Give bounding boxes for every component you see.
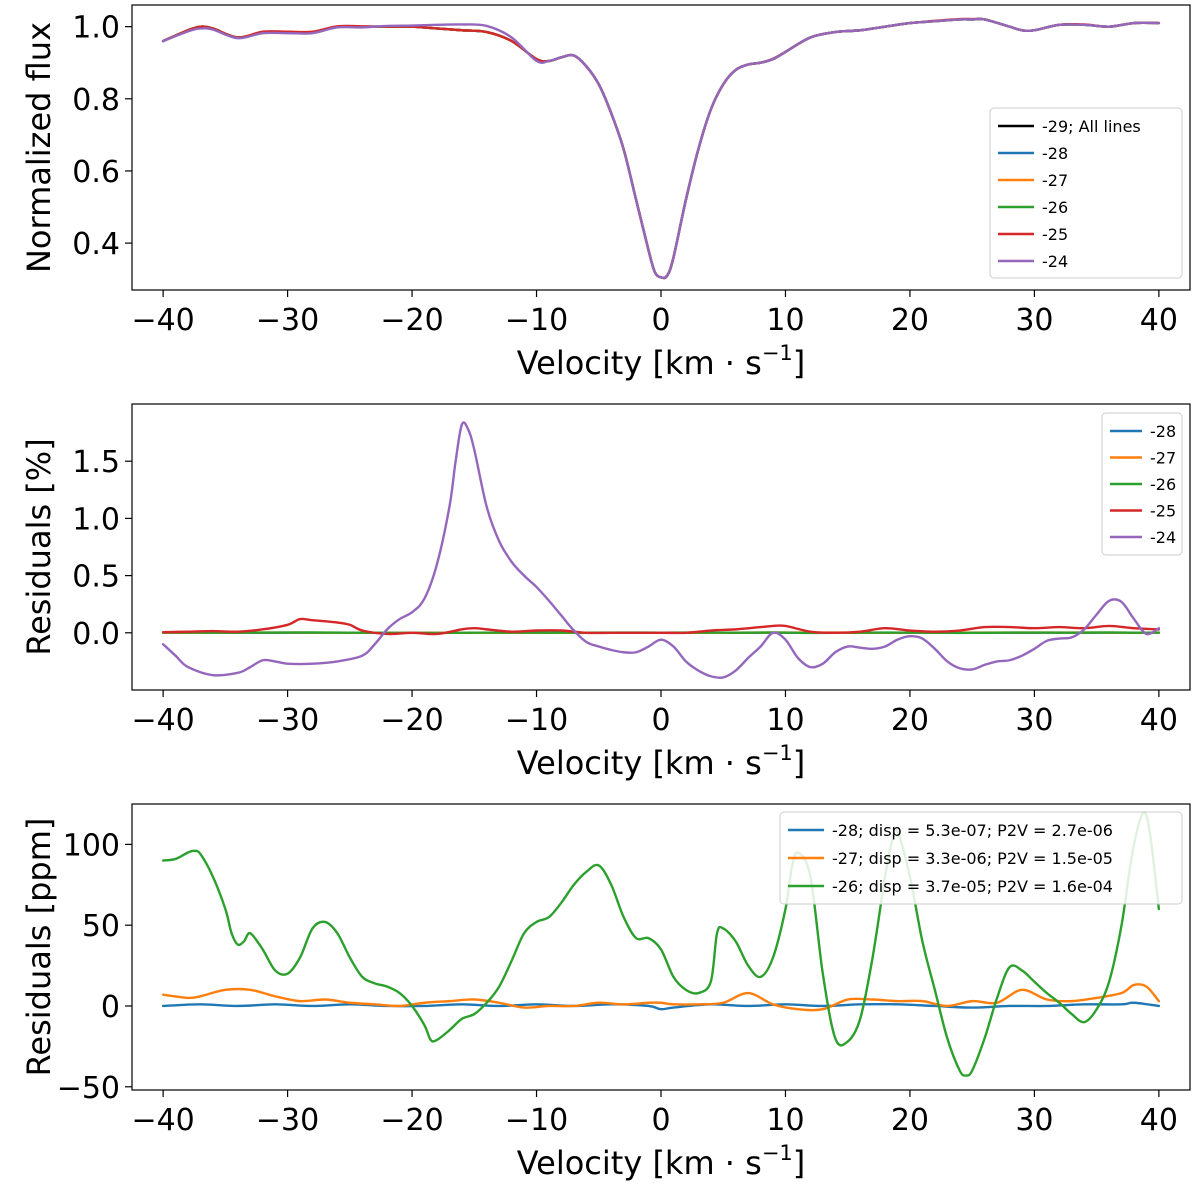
legend-entry: -26 [1150,475,1176,494]
y-axis-label: Normalized flux [20,22,58,273]
x-tick-label: 30 [1015,1103,1053,1138]
x-tick-label: −30 [256,1103,319,1138]
chart-panel-3: −40 −30 −20 −10 0 10 20 30 40 −50 0 50 100 Velocity [… [20,803,1191,1182]
x-tick-label: 40 [1140,703,1178,738]
x-tick-label: 20 [891,303,929,338]
chart-panel-1: −40 −30 −20 −10 0 10 20 30 40 0.4 0.6 0.8 1.0 Velocit… [20,4,1191,382]
legend-entry: -24 [1042,252,1068,271]
series-line--24 [161,17,1161,280]
series-line--26 [161,811,1161,1077]
x-tick-label: 10 [766,703,804,738]
y-tick-label: −50 [57,1071,120,1106]
plot-area [161,811,1161,1077]
y-tick-label: 0.8 [72,83,120,118]
y-axis-label: Residuals [ppm] [20,818,58,1077]
x-tick-label: 0 [651,1103,670,1138]
legend-entry: -25 [1042,225,1068,244]
legend-entry: -28 [1150,422,1176,441]
y-tick-label: 0.0 [72,617,120,652]
x-tick-label: 40 [1140,303,1178,338]
series-line--28 [161,1001,1161,1011]
y-tick-label: 100 [63,828,120,863]
legend-entry: -29; All lines [1042,117,1141,136]
series-line--27 [161,983,1161,1012]
legend-entry: -27 [1150,449,1176,468]
x-tick-label: −10 [505,1103,568,1138]
y-tick-label: 1.5 [72,445,120,480]
x-tick-label: 10 [766,1103,804,1138]
chart-panel-2: −40 −30 −20 −10 0 10 20 30 40 0.0 0.5 1.0 1.5 Velocit… [20,403,1191,782]
x-tick-label: 30 [1015,703,1053,738]
x-tick-label: −40 [131,303,194,338]
x-axis-label: Velocity [km · s−1] [517,741,806,782]
y-tick-label: 0.6 [72,155,120,190]
y-tick-label: 1.0 [72,502,120,537]
legend-entry: -25 [1150,502,1176,521]
legend: -28 -27 -26 -25 -24 [1101,412,1183,556]
y-tick-label: 0.4 [72,227,120,262]
x-tick-label: 40 [1140,1103,1178,1138]
x-axis-label: Velocity [km · s−1] [517,1141,806,1182]
x-tick-label: −40 [131,703,194,738]
y-tick-label: 1.0 [72,11,120,46]
legend-entry: -28 [1042,144,1068,163]
x-tick-label: −40 [131,1103,194,1138]
legend-entry: -27 [1042,171,1068,190]
series-line--25 [161,617,1161,636]
x-tick-label: 0 [651,303,670,338]
legend-entry: -26; disp = 3.7e-05; P2V = 1.6e-04 [832,877,1113,896]
y-axis-label: Residuals [%] [20,438,58,655]
series-line--24 [161,421,1161,680]
plot-area [161,421,1161,680]
axes-frame [131,403,1191,691]
x-tick-label: −10 [505,303,568,338]
x-tick-label: −30 [256,703,319,738]
x-tick-label: −10 [505,703,568,738]
legend-entry: -26 [1042,198,1068,217]
x-tick-label: 20 [891,1103,929,1138]
legend-box [779,811,1183,905]
x-tick-label: 10 [766,303,804,338]
legend-entry: -28; disp = 5.3e-07; P2V = 2.7e-06 [832,821,1113,840]
y-tick-label: 0.5 [72,560,120,595]
x-axis-label: Velocity [km · s−1] [517,341,806,382]
y-tick-label: 0 [101,990,120,1025]
legend: -28; disp = 5.3e-07; P2V = 2.7e-06 -27; d… [779,811,1183,905]
x-tick-label: −30 [256,303,319,338]
legend: -29; All lines -28 -27 -26 -25 -24 [989,107,1183,279]
x-tick-label: −20 [380,1103,443,1138]
plot-area [161,17,1161,280]
y-tick-label: 50 [82,909,120,944]
legend-entry: -24 [1150,528,1176,547]
x-tick-label: 20 [891,703,929,738]
legend-box [989,107,1183,279]
x-tick-label: 0 [651,703,670,738]
x-tick-label: −20 [380,303,443,338]
x-tick-label: 30 [1015,303,1053,338]
legend-entry: -27; disp = 3.3e-06; P2V = 1.5e-05 [832,849,1113,868]
x-tick-label: −20 [380,703,443,738]
